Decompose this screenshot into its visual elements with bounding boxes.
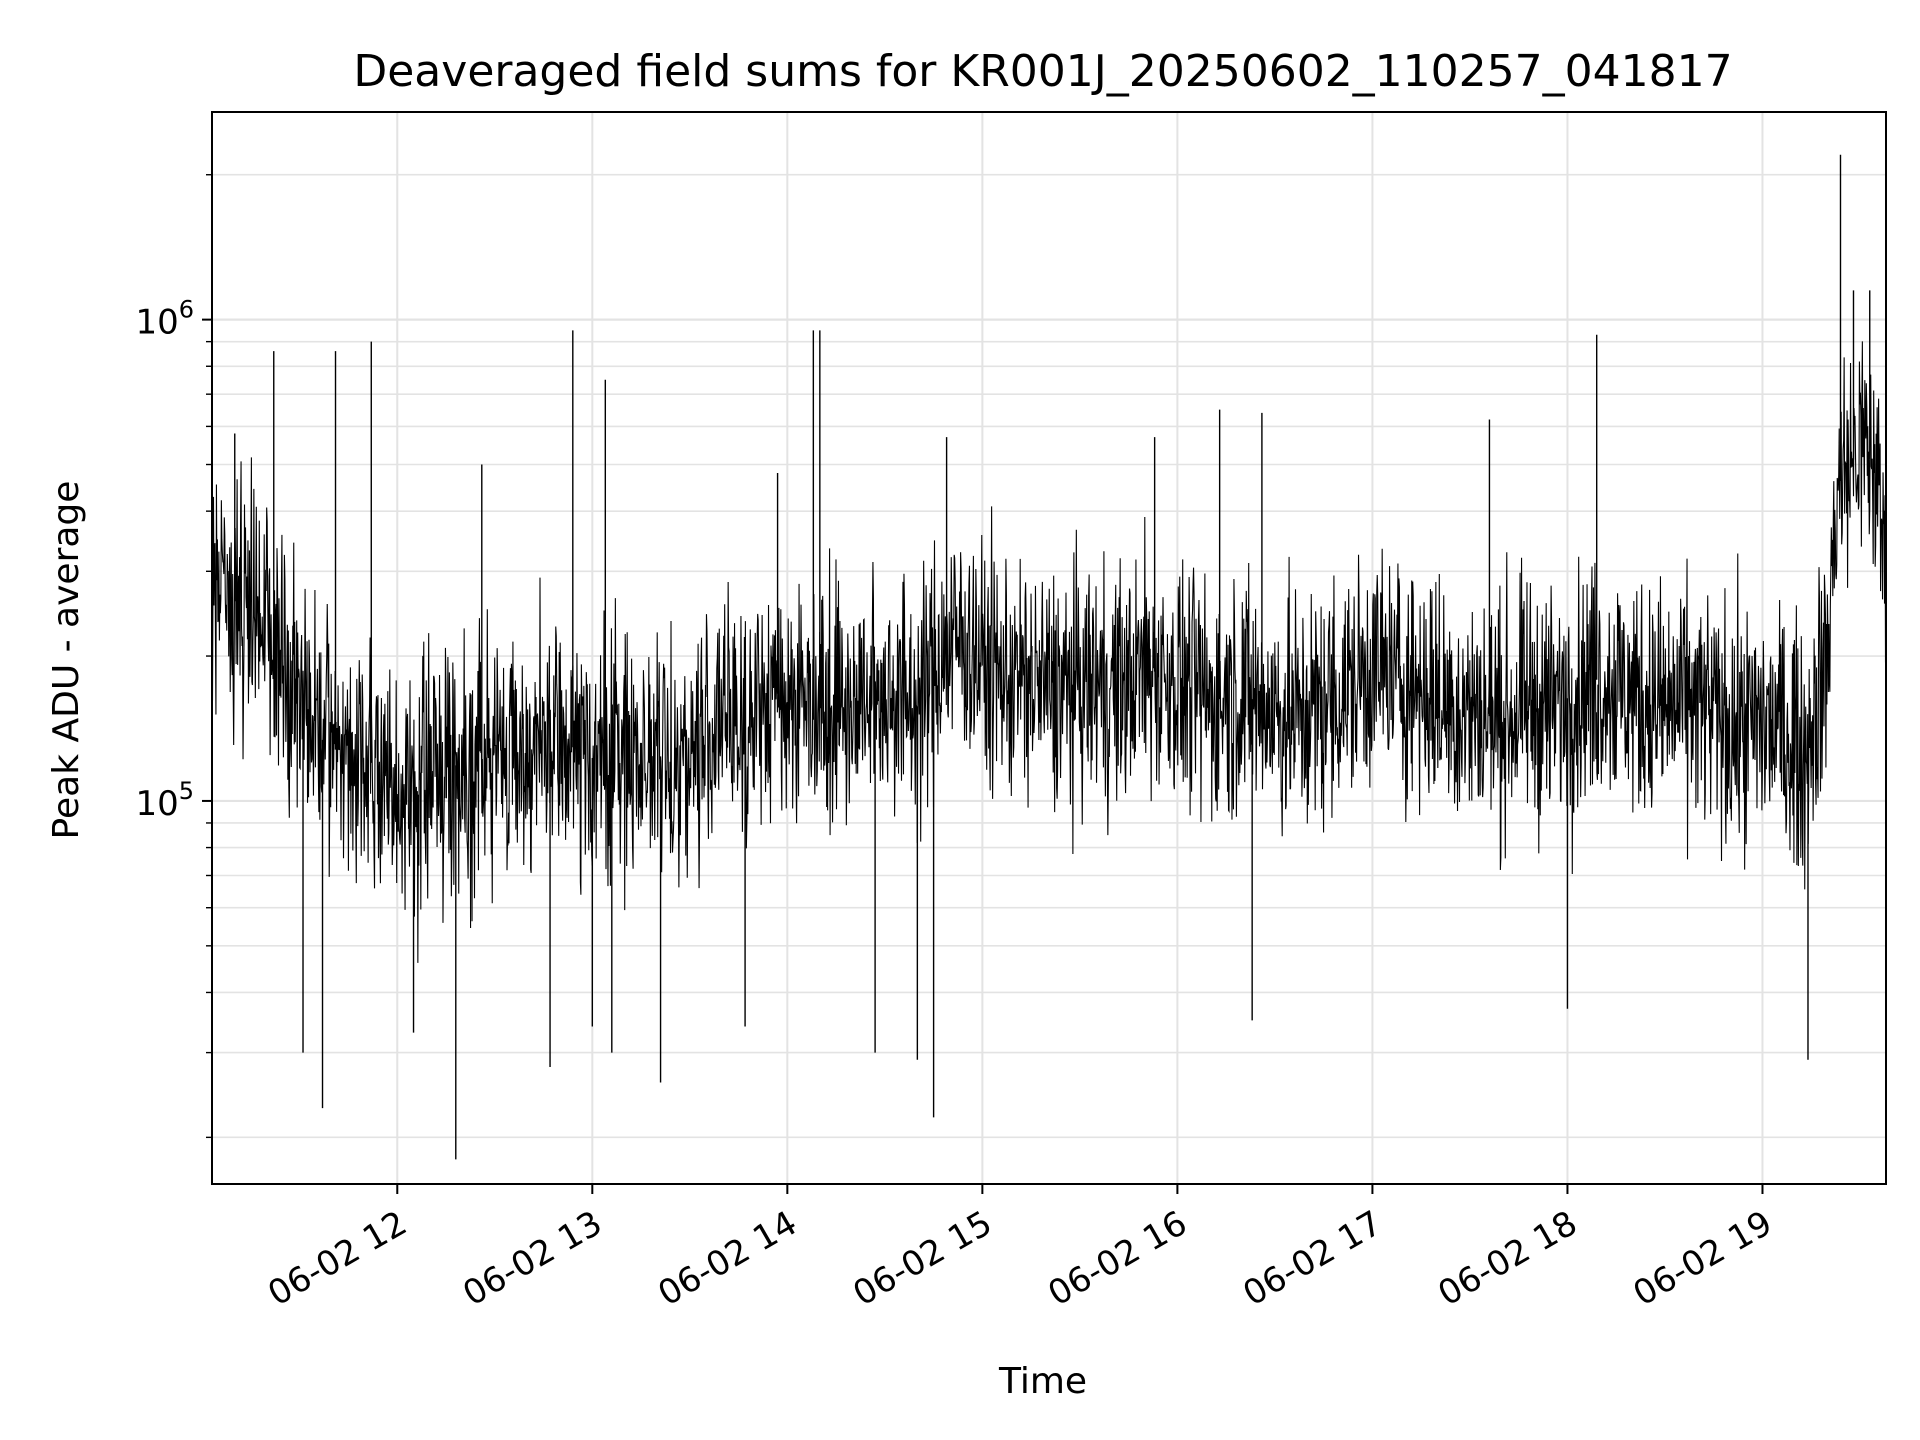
- x-tick-label: 06-02 12: [261, 1203, 413, 1314]
- x-tick-label: 06-02 17: [1237, 1203, 1389, 1314]
- y-tick-exponent: 6: [179, 296, 194, 324]
- x-tick-label: 06-02 14: [651, 1203, 803, 1314]
- y-tick-base: 10: [135, 784, 178, 824]
- x-axis-label: Time: [998, 1361, 1087, 1402]
- x-tick-label: 06-02 15: [846, 1203, 998, 1314]
- y-tick-exponent: 5: [179, 777, 194, 805]
- x-tick-label: 06-02 16: [1042, 1203, 1194, 1314]
- y-tick-label: 106: [135, 296, 194, 343]
- plot-area-frame: [211, 111, 1887, 1185]
- chart-title: Deaveraged field sums for KR001J_2025060…: [353, 46, 1732, 97]
- y-tick-base: 10: [135, 303, 178, 343]
- y-axis-label: Peak ADU - average: [46, 481, 87, 840]
- x-tick-label: 06-02 13: [456, 1203, 608, 1314]
- x-tick-label: 06-02 19: [1627, 1203, 1779, 1314]
- x-tick-label: 06-02 18: [1432, 1203, 1584, 1314]
- y-tick-label: 105: [135, 777, 194, 824]
- data-series: [211, 154, 1887, 1160]
- series-line: [211, 341, 1887, 963]
